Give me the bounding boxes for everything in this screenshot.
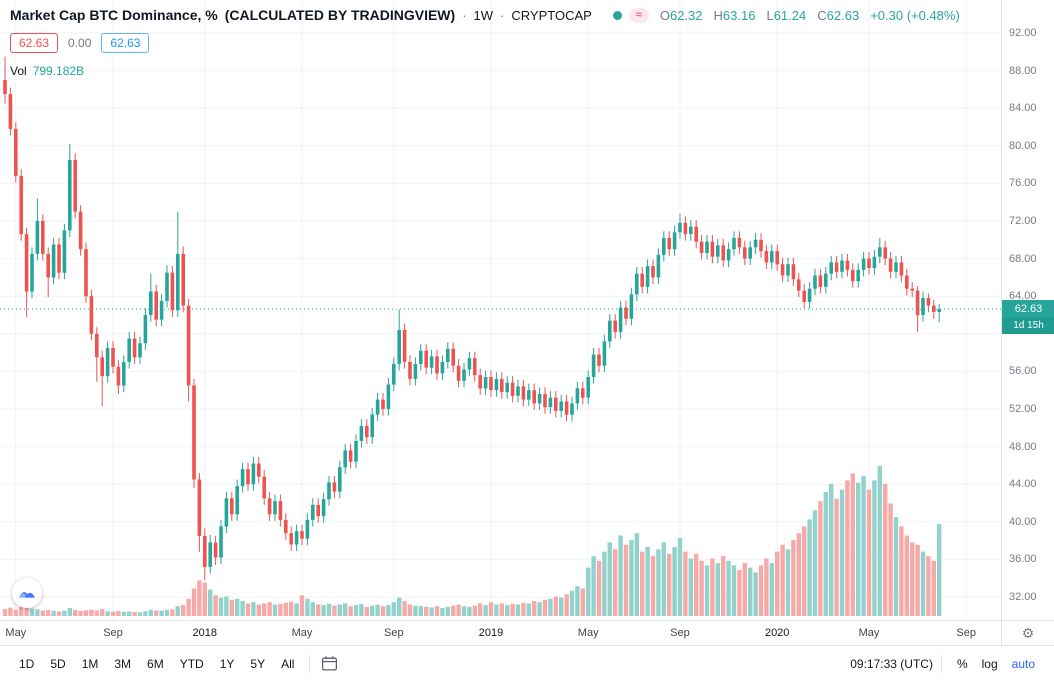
price-tick-label: 76.00 [1009,177,1037,190]
price-tick-label: 40.00 [1009,515,1037,528]
time-tick-label: 2019 [478,627,504,639]
time-tick-label: May [291,627,313,639]
price-tick-label: 56.00 [1009,365,1037,378]
axis-settings-corner: ⚙ [1001,620,1054,645]
log-scale-button[interactable]: log [975,653,1005,675]
tradingview-logo-button[interactable] [12,578,42,608]
price-tick-label: 44.00 [1009,478,1037,491]
price-axis[interactable]: 62.63 1d 15h 32.00 36.00 40.00 44.00 48.00 52… [1001,0,1054,620]
ohlc-open: O62.32 [659,7,703,23]
price-tick-label: 84.00 [1009,102,1037,115]
bar-countdown-badge: 1d 15h [1002,318,1054,335]
price-change: +0.30 (+0.48%) [870,7,960,23]
range-button-ytd[interactable]: YTD [173,653,211,675]
price-label-blue: 62.63 [101,33,150,53]
status-dot-icon [612,10,622,20]
grid-lines [0,0,1001,620]
tradingview-logo-icon [19,592,35,598]
bottom-toolbar: 1D 5D 1M 3M 6M YTD 1Y 5Y All 09:17:33 (UTC) % lo… [0,645,1054,681]
price-tick-label: 48.00 [1009,440,1037,453]
toolbar-divider [940,654,942,673]
time-tick-label: May [858,627,880,639]
range-button-1m[interactable]: 1M [75,653,106,675]
range-selector: 1D 5D 1M 3M 6M YTD 1Y 5Y All [12,653,301,675]
volume-label: Vol [10,64,27,78]
symbol-note: (CALCULATED BY TRADINGVIEW) [224,7,456,23]
price-tick-label: 52.00 [1009,403,1037,415]
range-button-5d[interactable]: 5D [43,653,72,675]
interval-label[interactable]: 1W [473,7,494,23]
volume-series [2,466,942,616]
time-tick-label: Sep [384,627,404,639]
price-tick-label: 32.00 [1009,591,1037,603]
separator: · [500,7,505,23]
price-tick-label: 72.00 [1009,215,1037,227]
time-tick-label: 2018 [192,627,218,639]
price-tick-label: 88.00 [1009,64,1037,77]
auto-scale-button[interactable]: auto [1005,653,1042,675]
last-price-badge: 62.63 [1002,300,1054,319]
volume-legend: Vol 799.182B [10,64,84,78]
price-tick-label: 80.00 [1009,139,1037,152]
time-axis[interactable]: May Sep 2018 May Sep 2019 May Sep 2020 May Sep [0,620,1001,646]
candle-series [3,56,941,581]
separator: · [462,7,467,23]
price-tick-label: 36.00 [1009,553,1037,566]
price-labels-row: 62.63 0.00 62.63 [10,33,150,53]
price-tick-label: 64.00 [1009,290,1037,303]
percent-scale-button[interactable]: % [950,653,975,675]
candlestick-chart[interactable] [0,0,1001,620]
go-to-date-button[interactable] [318,652,341,675]
range-button-6m[interactable]: 6M [140,653,171,675]
symbol-title[interactable]: Market Cap BTC Dominance, % [10,7,218,23]
ohlc-close: C62.63 [817,7,860,23]
time-tick-label: 2020 [764,627,790,639]
volume-value: 799.182B [32,64,85,78]
ohlc-low: L61.24 [766,7,807,23]
price-label-zero: 0.00 [68,36,92,50]
time-tick-label: May [5,627,27,639]
ohlc-high: H63.16 [713,7,756,23]
range-button-all[interactable]: All [274,653,301,675]
price-tick-label: 68.00 [1009,252,1037,265]
toolbar-divider [309,654,311,673]
price-label-red: 62.63 [10,33,59,53]
time-tick-label: Sep [103,627,123,639]
price-tick-label: 92.00 [1009,27,1037,39]
calendar-icon [322,656,338,671]
time-tick-label: Sep [956,627,976,639]
range-button-1d[interactable]: 1D [12,653,41,675]
range-button-1y[interactable]: 1Y [213,653,242,675]
symbol-legend: Market Cap BTC Dominance, % (CALCULATED … [10,7,960,23]
range-button-5y[interactable]: 5Y [243,653,272,675]
approx-data-icon: ≈ [628,7,649,23]
time-tick-label: May [577,627,599,639]
clock-label[interactable]: 09:17:33 (UTC) [850,656,933,671]
range-button-3m[interactable]: 3M [107,653,138,675]
exchange-label: CRYPTOCAP [511,7,592,23]
time-tick-label: Sep [670,627,690,639]
gear-icon[interactable]: ⚙ [1021,624,1035,641]
